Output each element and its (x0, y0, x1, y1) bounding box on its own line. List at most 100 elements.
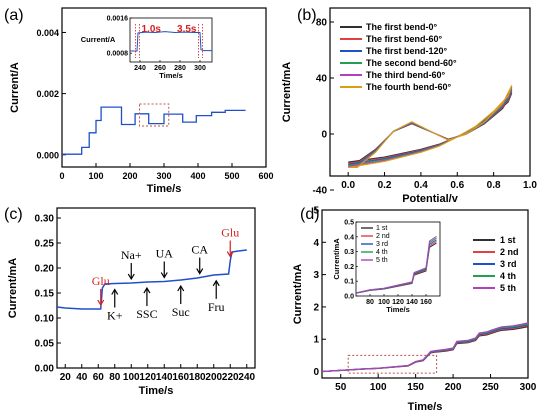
d-y-axis-label: Current/mA (292, 264, 304, 325)
d-x-tick-label: 150 (407, 382, 424, 393)
b-x-tick-label: 0.0 (341, 180, 355, 191)
c-x-tick-label: 120 (139, 372, 156, 383)
d-inset-legend-label: 2 nd (376, 233, 390, 240)
d-legend-label: 5 th (500, 283, 516, 293)
a-inset-x-tick-label: 240 (134, 65, 146, 72)
d-inset-x-tick-label: 100 (378, 299, 390, 306)
c-annotation-arrowhead (212, 279, 220, 287)
d-legend-label: 2 nd (500, 247, 519, 257)
d-legend-label: 4 th (500, 271, 516, 281)
c-x-tick-label: 20 (60, 372, 72, 383)
c-annotation-arrowhead (177, 284, 185, 292)
c-x-tick-label: 40 (76, 372, 88, 383)
a-x-tick-label: 400 (190, 171, 205, 181)
c-y-tick-label: 0.00 (35, 364, 55, 375)
d-series-line (321, 326, 529, 373)
d-series-line (321, 325, 529, 373)
d-inset-y-tick-label: 0.5 (344, 220, 354, 227)
c-annotation-label: Na+ (121, 248, 142, 262)
a-inset-y-tick-label: 0.0016 (107, 16, 129, 23)
c-x-tick-label: 160 (172, 372, 189, 383)
b-x-tick-label: 0.8 (487, 180, 501, 191)
c-annotation-label: SSC (136, 307, 157, 321)
c-annotation-label: K+ (107, 309, 123, 323)
chart-c: 20 40 60 80 100 120 140 160 180 200 220 240 0.00 0.05… (7, 207, 256, 397)
c-annotation-label: Glu (221, 226, 239, 240)
d-inset-x-tick-label: 80 (366, 299, 374, 306)
d-inset-y-tick-label: 0.1 (344, 279, 354, 286)
d-inset-x-tick-label: 140 (406, 299, 418, 306)
d-y-tick-label: 1 (313, 335, 319, 346)
b-plot-frame (329, 7, 531, 177)
c-series-line (56, 249, 247, 310)
d-y-tick-label: 4 (313, 238, 319, 249)
b-legend-label: The first bend-0° (366, 22, 438, 32)
b-legend-label: The fourth bend-60° (366, 82, 451, 92)
d-legend-label: 3 rd (500, 259, 517, 269)
a-inset-annotation-1s: 1.0s (142, 24, 162, 35)
panel-label-c: (c) (4, 206, 23, 223)
c-x-tick-label: 220 (222, 372, 239, 383)
a-x-tick-label: 500 (224, 171, 239, 181)
c-annotation-label: Fru (208, 300, 225, 314)
d-inset-frame (355, 221, 441, 297)
b-x-axis-label: Potential/v (402, 193, 459, 205)
c-annotation-label: CA (191, 243, 208, 257)
c-x-tick-label: 240 (238, 372, 255, 383)
a-inset-y-tick-label: 0.0008 (107, 51, 129, 58)
c-annotation-arrowhead (226, 251, 234, 258)
d-x-tick-label: 200 (445, 382, 462, 393)
d-y-tick-label: 0 (313, 367, 319, 378)
d-inset-series-line (355, 235, 437, 294)
d-inset-legend-label: 4 th (376, 249, 388, 256)
a-x-tick-label: 600 (258, 171, 273, 181)
c-x-tick-label: 100 (123, 372, 140, 383)
b-cv-curve (348, 85, 513, 169)
panel-label-d: (d) (300, 206, 320, 223)
c-annotation-arrowhead (196, 268, 204, 275)
d-x-axis-label: Time/s (408, 401, 443, 413)
c-x-tick-label: 200 (205, 372, 222, 383)
a-x-tick-label: 200 (122, 171, 137, 181)
b-y-axis-label: Current/mA (281, 62, 293, 123)
c-annotation-label: Glu (92, 274, 110, 288)
c-annotation-arrowhead (127, 273, 135, 281)
a-series-line (62, 106, 246, 155)
d-y-tick-label: 2 (313, 302, 319, 313)
b-legend-label: The second bend-60° (366, 58, 457, 68)
b-x-tick-label: 0.4 (414, 180, 428, 191)
d-inset-y-tick-label: 0.4 (344, 234, 354, 241)
a-zoom-region-box (139, 103, 170, 127)
chart-b: 0.0 0.2 0.4 0.6 0.8 1.0 -40 0 40 80 Potential/v Cur… (281, 7, 537, 205)
b-x-tick-label: 0.6 (450, 180, 464, 191)
c-x-tick-label: 140 (156, 372, 173, 383)
d-inset-x-tick-label: 120 (392, 299, 404, 306)
d-plot-frame (321, 209, 529, 379)
c-x-tick-label: 60 (93, 372, 105, 383)
d-y-tick-label: 5 (313, 206, 319, 217)
d-x-tick-label: 100 (370, 382, 387, 393)
a-y-tick-label: 0.004 (36, 28, 59, 38)
a-y-tick-label: 0.000 (36, 150, 59, 160)
a-x-axis-label: Time/s (147, 183, 182, 195)
b-x-tick-label: 0.2 (378, 180, 392, 191)
d-x-tick-label: 250 (482, 382, 499, 393)
c-x-tick-label: 180 (189, 372, 206, 383)
a-inset-x-tick-label: 280 (174, 65, 186, 72)
c-y-tick-label: 0.10 (35, 314, 55, 325)
b-legend-label: The first bend-60° (366, 34, 443, 44)
d-inset-legend-label: 3 rd (376, 241, 388, 248)
b-y-tick-label: -40 (313, 186, 328, 197)
c-annotation-label: Suc (172, 305, 190, 319)
b-y-tick-label: 40 (316, 74, 328, 85)
c-annotation-arrowhead (97, 299, 105, 307)
chart-a: 0 100 200 300 400 500 600 0.000 0.002 0.004 Time/s… (9, 7, 274, 195)
d-series-line (321, 322, 529, 373)
c-y-tick-label: 0.05 (35, 339, 55, 350)
a-inset-series-line (130, 31, 212, 52)
d-inset-y-tick-label: 0.3 (344, 249, 354, 256)
a-y-tick-label: 0.002 (36, 89, 59, 99)
c-annotation-arrowhead (143, 286, 151, 294)
c-y-tick-label: 0.30 (35, 214, 55, 225)
